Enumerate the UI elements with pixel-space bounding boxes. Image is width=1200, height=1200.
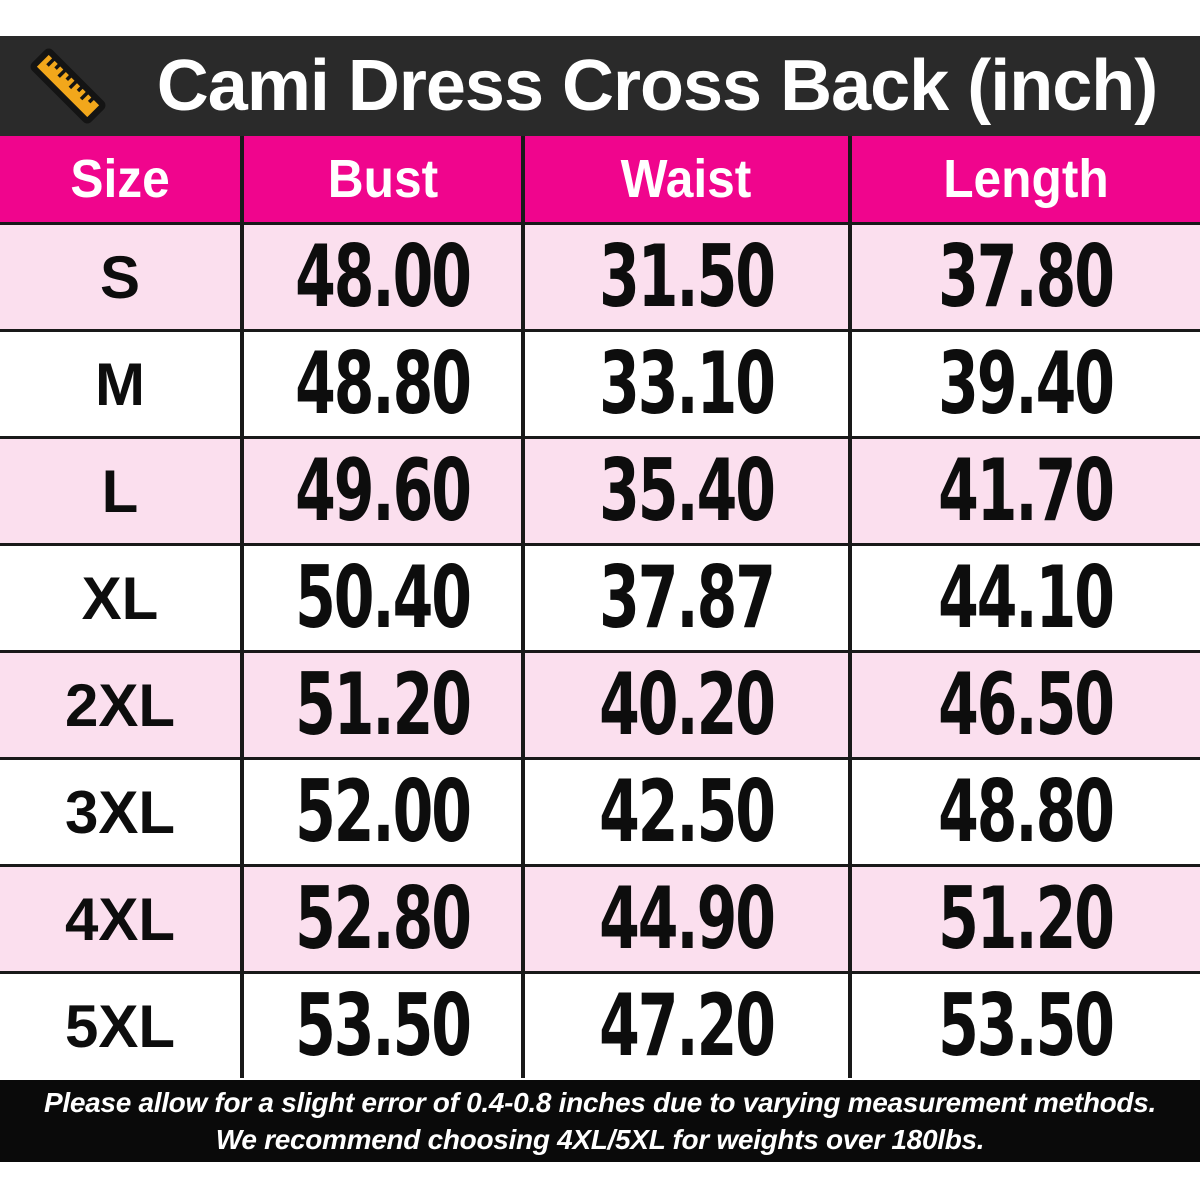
table-row: 2XL 51.20 40.20 46.50 bbox=[0, 650, 1200, 759]
size-cell: L bbox=[0, 436, 242, 545]
waist-cell: 31.50 bbox=[521, 222, 850, 331]
size-cell: 5XL bbox=[0, 971, 242, 1078]
size-cell: S bbox=[0, 222, 242, 331]
table-row: XL 50.40 37.87 44.10 bbox=[0, 543, 1200, 652]
size-cell: 2XL bbox=[0, 650, 242, 759]
column-header-length: Length bbox=[848, 136, 1200, 225]
size-table-body: S 48.00 31.50 37.80 M 48.80 33.10 39.40 … bbox=[0, 222, 1200, 1078]
bust-cell: 48.00 bbox=[240, 222, 523, 331]
column-header-bust: Bust bbox=[240, 136, 523, 225]
column-header-size: Size bbox=[0, 136, 242, 225]
bust-cell: 53.50 bbox=[240, 971, 523, 1078]
length-cell: 44.10 bbox=[848, 543, 1200, 652]
table-row: L 49.60 35.40 41.70 bbox=[0, 436, 1200, 545]
size-cell: 3XL bbox=[0, 757, 242, 866]
length-cell: 46.50 bbox=[848, 650, 1200, 759]
bust-cell: 52.00 bbox=[240, 757, 523, 866]
size-cell: 4XL bbox=[0, 864, 242, 973]
waist-cell: 47.20 bbox=[521, 971, 850, 1078]
table-row: 5XL 53.50 47.20 53.50 bbox=[0, 971, 1200, 1078]
table-row: M 48.80 33.10 39.40 bbox=[0, 329, 1200, 438]
size-cell: XL bbox=[0, 543, 242, 652]
length-cell: 48.80 bbox=[848, 757, 1200, 866]
table-row: 3XL 52.00 42.50 48.80 bbox=[0, 757, 1200, 866]
waist-cell: 44.90 bbox=[521, 864, 850, 973]
length-cell: 41.70 bbox=[848, 436, 1200, 545]
page-title: Cami Dress Cross Back (inch) bbox=[156, 46, 1158, 126]
length-cell: 37.80 bbox=[848, 222, 1200, 331]
length-cell: 51.20 bbox=[848, 864, 1200, 973]
bust-cell: 52.80 bbox=[240, 864, 523, 973]
title-bar: Cami Dress Cross Back (inch) bbox=[0, 36, 1200, 136]
waist-cell: 40.20 bbox=[521, 650, 850, 759]
waist-cell: 35.40 bbox=[521, 436, 850, 545]
footer-line-2: We recommend choosing 4XL/5XL for weight… bbox=[215, 1124, 985, 1155]
waist-cell: 42.50 bbox=[521, 757, 850, 866]
bust-cell: 48.80 bbox=[240, 329, 523, 438]
bust-cell: 50.40 bbox=[240, 543, 523, 652]
size-cell: M bbox=[0, 329, 242, 438]
size-table: Size Bust Waist Length S 48.00 31.50 37.… bbox=[0, 136, 1200, 1078]
bust-cell: 49.60 bbox=[240, 436, 523, 545]
ruler-icon bbox=[24, 42, 112, 130]
waist-cell: 37.87 bbox=[521, 543, 850, 652]
bust-cell: 51.20 bbox=[240, 650, 523, 759]
waist-cell: 33.10 bbox=[521, 329, 850, 438]
column-header-waist: Waist bbox=[521, 136, 850, 225]
footer-note: Please allow for a slight error of 0.4-0… bbox=[0, 1080, 1200, 1162]
table-row: 4XL 52.80 44.90 51.20 bbox=[0, 864, 1200, 973]
table-row: S 48.00 31.50 37.80 bbox=[0, 222, 1200, 331]
footer-line-1: Please allow for a slight error of 0.4-0… bbox=[44, 1087, 1156, 1118]
length-cell: 53.50 bbox=[848, 971, 1200, 1078]
length-cell: 39.40 bbox=[848, 329, 1200, 438]
table-header-row: Size Bust Waist Length bbox=[0, 136, 1200, 225]
